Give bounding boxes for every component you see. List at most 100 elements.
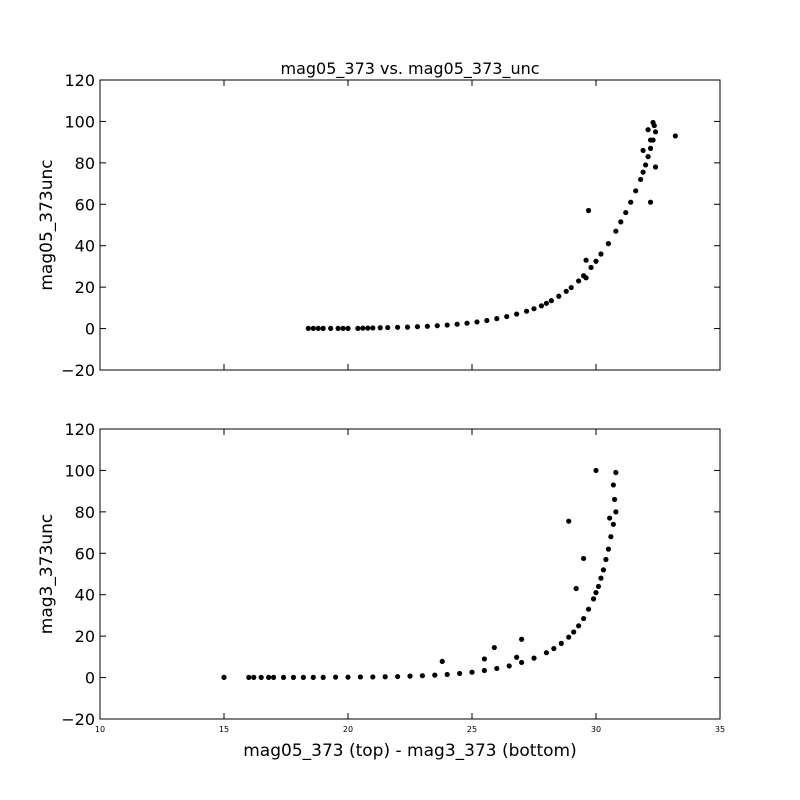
top-data-point bbox=[568, 284, 574, 291]
bottom-data-point bbox=[345, 674, 351, 680]
bottom-data-point bbox=[481, 667, 487, 674]
bottom-y-tick-label: 60 bbox=[75, 544, 95, 563]
bottom-data-point bbox=[280, 674, 287, 680]
bottom-x-tick-label: 20 bbox=[343, 725, 353, 734]
bottom-data-point bbox=[444, 671, 450, 678]
top-data-point bbox=[576, 278, 582, 284]
top-plot-frame bbox=[99, 79, 721, 371]
bottom-data-point bbox=[595, 583, 602, 590]
top-data-point bbox=[652, 129, 659, 135]
bottom-data-point bbox=[608, 534, 614, 540]
top-data-point bbox=[556, 293, 562, 299]
top-data-point bbox=[633, 188, 639, 194]
bottom-data-point bbox=[612, 496, 618, 503]
bottom-data-point bbox=[531, 655, 537, 661]
top-data-point bbox=[598, 251, 604, 257]
bottom-data-point bbox=[603, 556, 609, 563]
bottom-y-tick-label: 20 bbox=[75, 627, 95, 646]
top-data-point bbox=[345, 325, 351, 331]
bottom-data-point bbox=[395, 673, 401, 680]
top-ticks: −20 0 20 40 60 80 100 120 bbox=[61, 71, 721, 380]
bottom-data-point bbox=[271, 674, 277, 680]
top-y-tick-label: 0 bbox=[85, 320, 95, 339]
top-points bbox=[305, 119, 678, 331]
bottom-data-point bbox=[610, 521, 616, 527]
bottom-data-point bbox=[221, 674, 227, 680]
top-plot-title: mag05_373 vs. mag05_373_unc bbox=[280, 59, 539, 79]
bottom-data-point bbox=[573, 585, 579, 592]
bottom-data-point bbox=[610, 482, 616, 488]
top-data-point bbox=[360, 325, 366, 331]
bottom-y-tick-label: 0 bbox=[85, 669, 95, 688]
top-data-point bbox=[377, 325, 383, 331]
top-y-tick-label: 120 bbox=[64, 71, 95, 90]
bottom-y-tick-label: 80 bbox=[75, 503, 95, 522]
top-data-point bbox=[370, 325, 376, 331]
top-data-point bbox=[355, 325, 361, 331]
top-data-point bbox=[593, 258, 599, 264]
top-data-point bbox=[310, 325, 316, 331]
bottom-data-point bbox=[382, 674, 388, 680]
top-data-point bbox=[424, 323, 430, 329]
top-data-point bbox=[335, 325, 341, 331]
top-data-point bbox=[340, 325, 346, 331]
top-data-point bbox=[365, 325, 371, 331]
top-data-point bbox=[645, 127, 651, 133]
top-data-point bbox=[605, 241, 612, 247]
bottom-data-point bbox=[251, 674, 257, 680]
top-data-point bbox=[531, 306, 537, 312]
bottom-data-point bbox=[514, 654, 520, 660]
bottom-x-tick-label: 15 bbox=[219, 725, 229, 734]
bottom-x-tick-label: 25 bbox=[467, 725, 477, 734]
top-data-point bbox=[484, 317, 490, 324]
top-data-point bbox=[548, 298, 554, 304]
bottom-data-point bbox=[585, 606, 592, 612]
top-data-point bbox=[474, 319, 480, 325]
bottom-data-point bbox=[320, 674, 326, 680]
top-data-point bbox=[543, 300, 550, 306]
bottom-data-point bbox=[469, 669, 475, 675]
bottom-data-point bbox=[310, 674, 316, 680]
top-data-point bbox=[672, 133, 678, 139]
top-data-point bbox=[613, 228, 619, 234]
bottom-data-point bbox=[581, 615, 587, 622]
bottom-data-point bbox=[457, 670, 463, 677]
bottom-x-tick-label: 35 bbox=[715, 725, 725, 734]
bottom-x-tick-label: 30 bbox=[591, 725, 601, 734]
bottom-data-point bbox=[598, 575, 604, 581]
bottom-y-tick-label: 40 bbox=[75, 586, 95, 605]
top-data-point bbox=[538, 303, 545, 309]
bottom-data-point bbox=[494, 665, 500, 672]
bottom-data-point bbox=[419, 673, 425, 679]
top-data-point bbox=[647, 137, 654, 143]
top-data-point bbox=[647, 145, 654, 151]
top-data-point bbox=[647, 199, 654, 205]
bottom-data-point bbox=[519, 659, 525, 666]
bottom-x-tick-label: 10 bbox=[95, 725, 105, 734]
bottom-data-point bbox=[593, 590, 599, 596]
top-y-tick-label: 20 bbox=[75, 278, 95, 297]
top-data-point bbox=[395, 324, 401, 330]
bottom-data-point bbox=[258, 674, 264, 680]
top-y-tick-label: 80 bbox=[75, 154, 95, 173]
bottom-data-point bbox=[266, 674, 272, 680]
top-data-point bbox=[652, 164, 659, 170]
bottom-data-point bbox=[491, 644, 497, 651]
bottom-y-tick-label: −20 bbox=[61, 710, 95, 729]
bottom-data-point bbox=[246, 674, 252, 680]
top-data-point bbox=[645, 154, 651, 160]
bottom-data-point bbox=[481, 656, 487, 662]
bottom-data-point bbox=[558, 640, 564, 646]
top-data-point bbox=[385, 324, 391, 331]
top-data-point bbox=[640, 147, 646, 154]
bottom-data-point bbox=[407, 673, 413, 679]
bottom-data-point bbox=[370, 674, 376, 680]
bottom-data-point bbox=[300, 674, 306, 680]
bottom-y-tick-label: 100 bbox=[64, 461, 95, 480]
top-data-point bbox=[563, 288, 569, 294]
bottom-data-point bbox=[566, 634, 572, 640]
bottom-data-point bbox=[593, 467, 599, 474]
bottom-plot-frame bbox=[99, 428, 721, 720]
bottom-data-point bbox=[506, 663, 512, 669]
bottom-y-axis-label: mag3_373unc bbox=[37, 514, 57, 634]
